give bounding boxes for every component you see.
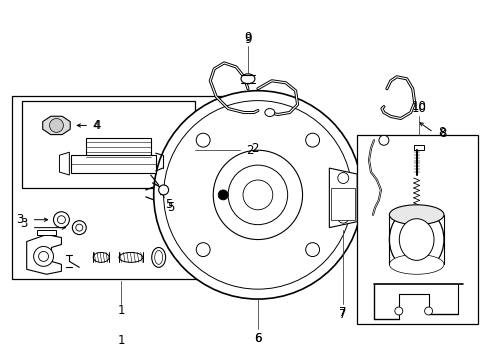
Text: 5: 5 bbox=[167, 201, 174, 214]
Circle shape bbox=[228, 165, 288, 225]
Ellipse shape bbox=[93, 252, 109, 262]
Text: 1: 1 bbox=[117, 305, 125, 318]
Text: 7: 7 bbox=[340, 309, 347, 321]
Bar bbox=[22, 100, 196, 188]
Circle shape bbox=[53, 212, 70, 228]
Circle shape bbox=[213, 150, 302, 239]
Text: 2: 2 bbox=[251, 142, 259, 155]
Ellipse shape bbox=[399, 219, 434, 260]
Circle shape bbox=[306, 133, 319, 147]
Circle shape bbox=[76, 224, 83, 231]
Circle shape bbox=[159, 185, 169, 195]
Text: 7: 7 bbox=[340, 306, 347, 319]
Circle shape bbox=[196, 243, 210, 257]
Text: 9: 9 bbox=[244, 31, 252, 44]
Text: 10: 10 bbox=[411, 100, 426, 113]
Circle shape bbox=[338, 172, 349, 184]
Bar bbox=[86, 138, 151, 166]
Circle shape bbox=[39, 251, 49, 261]
Ellipse shape bbox=[390, 255, 444, 274]
Circle shape bbox=[196, 133, 210, 147]
Text: 5: 5 bbox=[165, 198, 172, 211]
Ellipse shape bbox=[119, 252, 143, 262]
Text: 8: 8 bbox=[438, 126, 445, 139]
Circle shape bbox=[338, 212, 349, 223]
Polygon shape bbox=[26, 235, 61, 274]
Circle shape bbox=[395, 307, 403, 315]
Ellipse shape bbox=[390, 205, 444, 225]
Text: 9: 9 bbox=[244, 33, 252, 46]
Circle shape bbox=[218, 190, 228, 200]
Text: 1: 1 bbox=[117, 334, 125, 347]
Circle shape bbox=[49, 118, 63, 132]
Circle shape bbox=[243, 180, 273, 210]
Circle shape bbox=[57, 216, 65, 224]
Polygon shape bbox=[43, 116, 70, 135]
Circle shape bbox=[425, 307, 433, 315]
Text: 4: 4 bbox=[94, 119, 101, 132]
Ellipse shape bbox=[265, 109, 275, 117]
Circle shape bbox=[34, 247, 53, 266]
Circle shape bbox=[379, 135, 389, 145]
Polygon shape bbox=[37, 230, 56, 235]
Polygon shape bbox=[59, 152, 70, 175]
Ellipse shape bbox=[152, 247, 166, 267]
Bar bbox=[331, 188, 355, 220]
Text: 10: 10 bbox=[411, 102, 426, 115]
Bar bbox=[414, 145, 424, 150]
Bar bbox=[12, 96, 230, 279]
Text: 3: 3 bbox=[20, 217, 27, 230]
Text: 6: 6 bbox=[254, 332, 262, 345]
Circle shape bbox=[306, 243, 319, 257]
Text: 4: 4 bbox=[93, 119, 100, 132]
Text: 2: 2 bbox=[246, 144, 254, 157]
Circle shape bbox=[73, 221, 86, 235]
Text: 3: 3 bbox=[16, 213, 24, 226]
Ellipse shape bbox=[241, 74, 255, 84]
Bar bbox=[357, 135, 478, 324]
Text: 8: 8 bbox=[439, 127, 446, 140]
Circle shape bbox=[154, 91, 362, 299]
Ellipse shape bbox=[390, 207, 444, 272]
Bar bbox=[72, 155, 156, 173]
Polygon shape bbox=[329, 168, 357, 228]
Ellipse shape bbox=[155, 251, 163, 264]
Text: 6: 6 bbox=[254, 332, 262, 345]
Circle shape bbox=[164, 100, 352, 289]
